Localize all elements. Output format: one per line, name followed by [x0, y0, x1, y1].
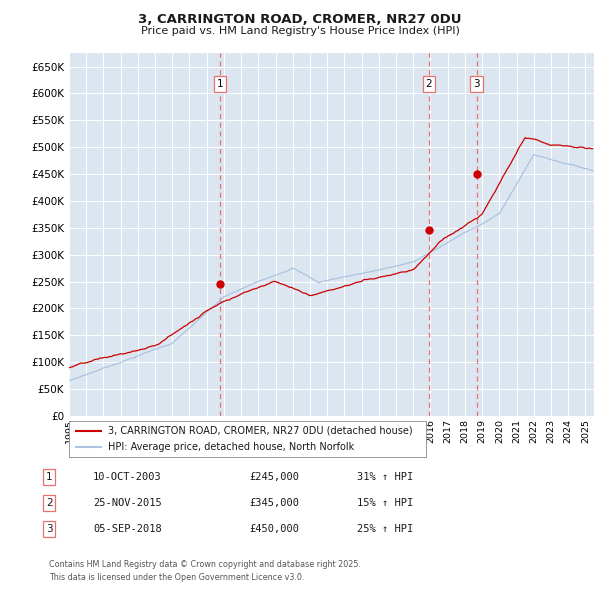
Text: £245,000: £245,000: [249, 472, 299, 481]
Text: 3: 3: [473, 79, 480, 89]
Text: 10-OCT-2003: 10-OCT-2003: [93, 472, 162, 481]
Text: 2: 2: [46, 498, 53, 507]
Text: 3, CARRINGTON ROAD, CROMER, NR27 0DU: 3, CARRINGTON ROAD, CROMER, NR27 0DU: [138, 13, 462, 26]
Text: 15% ↑ HPI: 15% ↑ HPI: [357, 498, 413, 507]
Text: 3, CARRINGTON ROAD, CROMER, NR27 0DU (detached house): 3, CARRINGTON ROAD, CROMER, NR27 0DU (de…: [108, 425, 413, 435]
Text: 2: 2: [425, 79, 432, 89]
Text: HPI: Average price, detached house, North Norfolk: HPI: Average price, detached house, Nort…: [108, 442, 355, 453]
Text: Contains HM Land Registry data © Crown copyright and database right 2025.
This d: Contains HM Land Registry data © Crown c…: [49, 560, 361, 582]
Text: 05-SEP-2018: 05-SEP-2018: [93, 524, 162, 533]
Text: £345,000: £345,000: [249, 498, 299, 507]
Text: Price paid vs. HM Land Registry's House Price Index (HPI): Price paid vs. HM Land Registry's House …: [140, 26, 460, 35]
Text: 1: 1: [46, 472, 53, 481]
Text: £450,000: £450,000: [249, 524, 299, 533]
Text: 25-NOV-2015: 25-NOV-2015: [93, 498, 162, 507]
Text: 3: 3: [46, 524, 53, 533]
Text: 1: 1: [217, 79, 223, 89]
Text: 25% ↑ HPI: 25% ↑ HPI: [357, 524, 413, 533]
Text: 31% ↑ HPI: 31% ↑ HPI: [357, 472, 413, 481]
